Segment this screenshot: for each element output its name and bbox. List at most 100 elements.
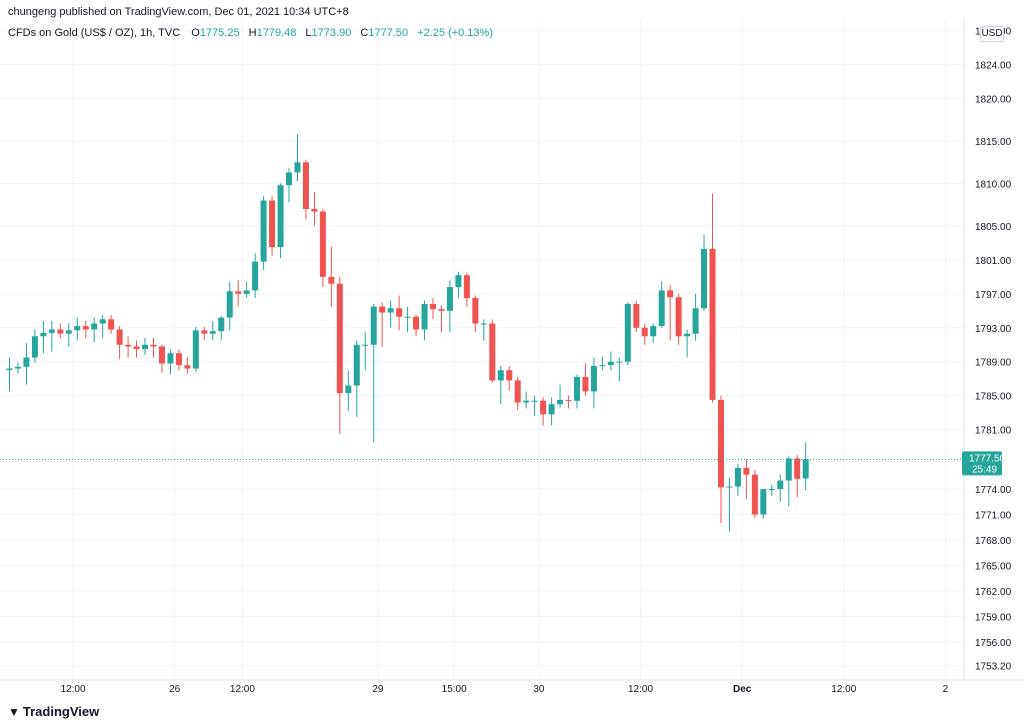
time-tick-label: 12:00 [61,684,86,695]
candle [226,281,233,331]
candle [345,370,352,411]
low-label: L [305,27,312,39]
candle [82,320,89,338]
current-price-label: 1777.50 25:49 [962,451,1006,476]
candle-body [125,344,132,347]
candle [557,384,564,408]
candle [387,300,394,328]
time-axis[interactable]: 12:00 26 12:00 29 15:00 30 12:00 Dec 12:00 2 [61,684,949,695]
candle-body [438,309,445,311]
candle [540,397,547,426]
candle-body [734,467,741,487]
candle-body [667,290,674,298]
candle [573,374,580,409]
price-axis[interactable]: 1828.001824.001820.001815.001810.001805.… [975,27,1012,673]
candle-body [446,287,453,311]
price-tick-label: 1781.00 [975,426,1012,437]
price-tick-label: 1793.00 [975,324,1012,335]
candle-body [379,306,386,313]
candle [31,329,38,363]
candle [472,295,479,333]
candle-body [573,377,580,401]
candle-body [489,323,496,381]
candle-body [175,353,182,366]
close-value: 1777.50 [368,27,409,39]
candle-body [590,365,597,392]
time-tick-label: 2 [943,684,949,695]
candle [302,159,309,220]
candle [91,317,98,343]
candle [269,196,276,256]
candle [506,365,513,391]
candle-body [650,326,657,337]
candle-body [616,361,623,363]
candle [684,329,691,358]
candle-body [768,489,775,491]
candle-body [701,248,708,309]
candle [125,336,132,358]
candle-body [582,377,589,392]
price-tick-label: 1762.00 [975,587,1012,598]
candle [192,326,199,372]
candle-body [463,275,470,299]
open-value: 1775.25 [199,27,240,39]
high-label: H [248,27,257,39]
candle [641,323,648,345]
candle [396,295,403,331]
candle [6,357,13,392]
candle [624,302,631,366]
candle-body [658,290,665,327]
candle [734,463,741,496]
candle [582,363,589,396]
candle [692,293,699,341]
candles [6,134,809,532]
candle-body [353,344,360,386]
open-label: O [191,27,200,39]
candle [675,293,682,345]
candle-body [726,486,733,488]
candle [108,315,115,334]
currency-button[interactable]: USD [980,26,1004,42]
candle [616,357,623,382]
candle-body [692,308,699,334]
candle-body [209,331,216,334]
tradingview-brand[interactable]: ▼ TradingView [8,704,99,719]
candle-body [48,329,55,333]
candle-countdown: 25:49 [972,464,997,475]
candle [218,315,225,340]
candle-body [514,380,521,403]
candle [184,357,191,374]
candle [294,134,301,181]
candle [158,344,165,373]
candle [480,319,487,341]
candle-body [226,291,233,318]
candle-body [6,368,13,371]
candle-body [506,370,513,381]
candle-body [31,336,38,358]
candle-body [99,319,106,324]
candle [404,306,411,333]
candle [413,315,420,337]
time-tick-label: 12:00 [230,684,255,695]
candle-body [336,283,343,394]
price-tick-label: 1768.00 [975,536,1012,547]
candle-body [302,162,309,209]
candle [353,340,360,417]
candle-body [455,275,462,288]
price-tick-label: 1805.00 [975,222,1012,233]
symbol-title[interactable]: CFDs on Gold (US$ / OZ), 1h, TVC [8,27,181,39]
candle-body [158,346,165,364]
candle [167,349,174,375]
price-tick-label: 1820.00 [975,95,1012,106]
candle-body [709,248,716,400]
time-tick-label: 12:00 [831,684,856,695]
candle-body [421,304,428,330]
candle [23,343,30,385]
candle [421,300,428,341]
price-tick-label: 1756.00 [975,638,1012,649]
candle-body [370,306,377,345]
candle [650,323,657,344]
candle-body [684,333,691,337]
candle-body [142,344,149,349]
